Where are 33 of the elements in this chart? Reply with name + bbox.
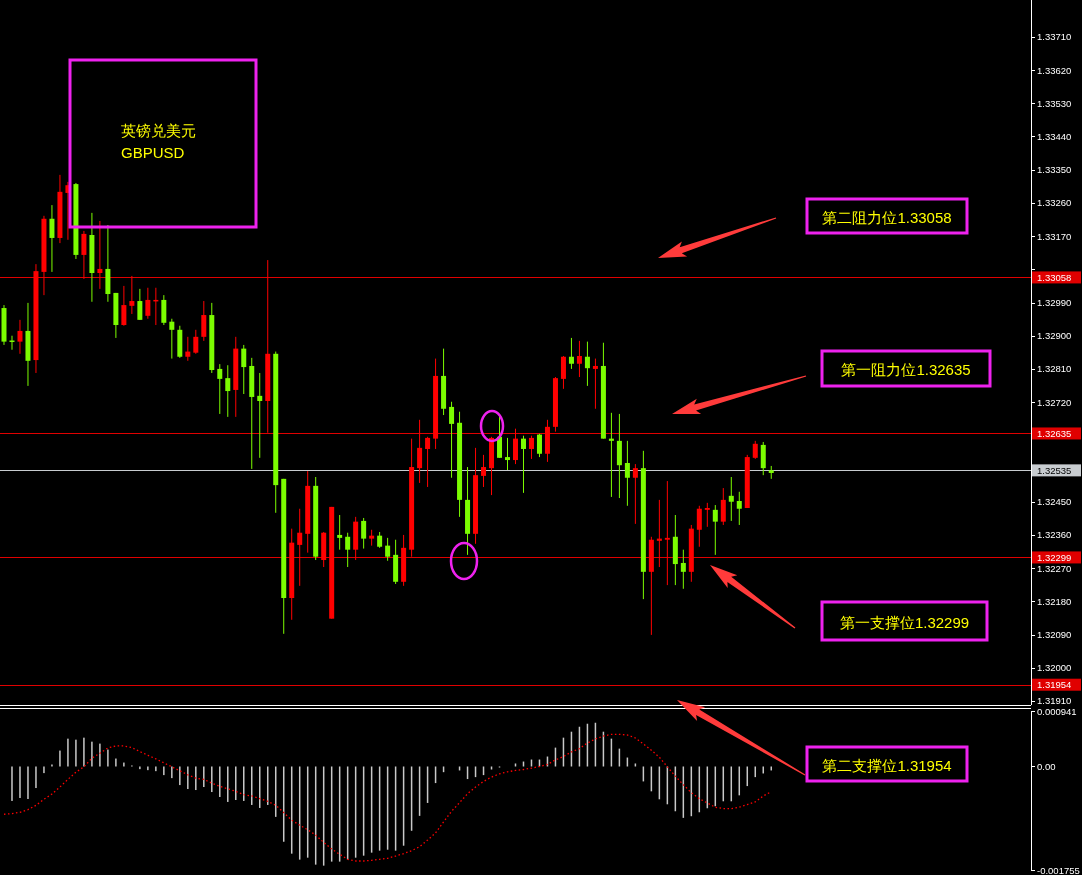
y-tick-label: 1.32810 (1037, 363, 1072, 375)
y-tick-label: 1.33260 (1037, 197, 1072, 209)
ref-line-label: 1.31954 (1037, 679, 1072, 691)
y-tick-label: 1.33350 (1037, 164, 1072, 176)
y-tick-label: 1.33620 (1037, 64, 1072, 76)
y-tick-label: 1.32360 (1037, 529, 1072, 541)
ref-line-label: 1.32635 (1037, 427, 1072, 439)
annotation: 第二支撑位1.31954 (822, 756, 952, 774)
y-tick-label: 1.33530 (1037, 97, 1072, 109)
text: 英镑兑美元 (121, 122, 196, 139)
ref-line-label: 1.32535 (1037, 464, 1072, 476)
ref-line-label: 1.32299 (1037, 551, 1072, 563)
y-tick-label: 1.33440 (1037, 131, 1072, 142)
y-tick-label: 0.000941 (1037, 705, 1077, 717)
y-tick-label: 1.32900 (1037, 330, 1072, 342)
annotation: 第二阻力位1.33058 (822, 208, 952, 226)
line-series (3, 733, 772, 862)
y-tick-label: 1.32720 (1037, 396, 1072, 408)
text: GBPUSD (121, 144, 185, 161)
y-tick-label: 1.32090 (1037, 629, 1072, 641)
annotation: 第一阻力位1.32635 (841, 361, 971, 378)
y-tick-label: 1.33710 (1037, 31, 1072, 43)
y-tick-label: 1.32000 (1037, 662, 1072, 674)
y-tick-label: 1.32270 (1037, 562, 1072, 574)
annotation: 第一支撑位1.32299 (839, 613, 970, 631)
y-tick-label: -0.001755 (1037, 864, 1080, 875)
y-tick-label: 1.31910 (1037, 695, 1072, 707)
y-tick-label: 1.32180 (1037, 595, 1072, 607)
ref-line-label: 1.33058 (1037, 271, 1072, 283)
y-tick-label: 1.32450 (1037, 496, 1072, 508)
y-tick-label: 1.32990 (1037, 297, 1072, 309)
y-tick-label: 1.33170 (1037, 230, 1072, 242)
y-tick-label: 0.00 (1037, 761, 1056, 772)
